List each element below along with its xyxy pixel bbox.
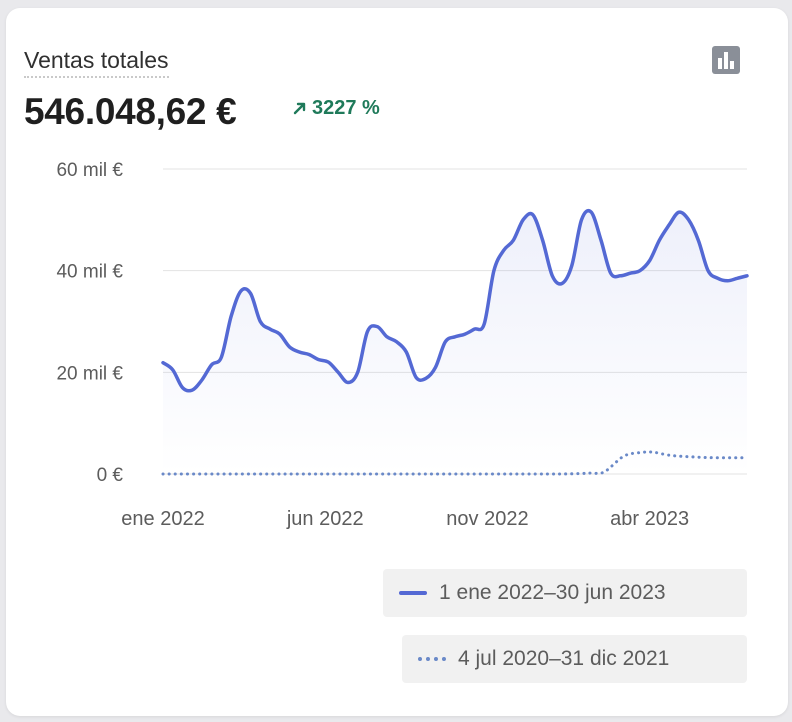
legend-label-current: 1 ene 2022–30 jun 2023: [439, 581, 666, 604]
change-badge: 3227 %: [292, 96, 380, 120]
legend-item-current[interactable]: 1 ene 2022–30 jun 2023: [383, 569, 747, 617]
bar-chart-icon[interactable]: [710, 44, 742, 76]
y-tick-label: 60 mil €: [56, 160, 123, 181]
series-line-0[interactable]: [161, 208, 749, 393]
y-tick-label: 40 mil €: [56, 262, 123, 283]
arrow-up-right-icon: [293, 102, 306, 115]
x-tick-label: abr 2023: [610, 508, 689, 530]
legend-label-previous: 4 jul 2020–31 dic 2021: [458, 647, 670, 670]
x-tick-label: nov 2022: [446, 508, 528, 530]
legend-swatch-solid: [399, 591, 427, 595]
y-tick-label: 0 €: [97, 465, 124, 486]
card-title[interactable]: Ventas totales: [24, 46, 169, 78]
total-sales-value: 546.048,62 €: [24, 91, 237, 132]
legend-swatch-dotted: [418, 657, 446, 661]
series-area-0: [163, 210, 747, 474]
x-tick-label: jun 2022: [286, 508, 364, 530]
x-tick-label: ene 2022: [121, 508, 204, 530]
change-percent: 3227 %: [312, 97, 380, 119]
sales-line-chart: 60 mil € 40 mil € 20 mil € 0 € ene 2022 jun 2…: [56, 160, 749, 530]
y-tick-label: 20 mil €: [56, 363, 123, 384]
legend-item-previous[interactable]: 4 jul 2020–31 dic 2021: [402, 635, 747, 683]
series-line-1[interactable]: [161, 450, 749, 476]
